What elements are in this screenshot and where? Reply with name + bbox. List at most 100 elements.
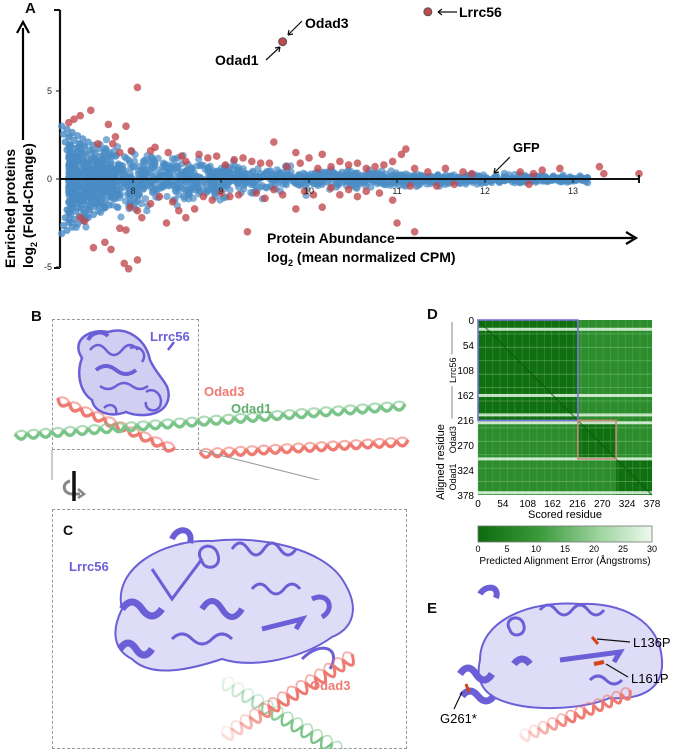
helix-turn-back (151, 436, 165, 444)
helix-turn-back (136, 420, 150, 426)
enriched-protein-point (318, 150, 327, 159)
enriched-protein-point (529, 169, 538, 178)
helix-turn (394, 439, 410, 448)
helix-turn (248, 710, 263, 724)
helix-turn-back (245, 445, 259, 451)
pae-high-error-row (478, 491, 652, 495)
enriched-protein-point (388, 196, 397, 204)
pae-block (616, 320, 652, 421)
helix-turn (537, 723, 550, 735)
enriched-protein-point (199, 192, 208, 201)
helix-turn (230, 722, 244, 736)
enriched-protein-point (353, 159, 362, 167)
enriched-protein-point (362, 164, 371, 173)
x-axis-label: Protein Abundance log2 (mean normalized … (267, 230, 639, 268)
helix-turn-back (104, 416, 118, 424)
mutation-site-g261 (464, 683, 471, 693)
pae-y-tick-label: 270 (457, 441, 474, 452)
protein-point (134, 196, 142, 204)
helix-turn-back (276, 691, 288, 700)
x-label-line1: Protein Abundance (267, 230, 395, 246)
helix-turn-back (162, 441, 176, 449)
helix-turn (304, 676, 318, 690)
protein-point (172, 188, 180, 196)
zoom-region-box (52, 319, 199, 450)
enriched-protein-point (410, 164, 419, 173)
protein-point (157, 178, 165, 187)
helix-turn-back (537, 720, 549, 728)
helix-turn-back (303, 441, 317, 447)
protein-point (102, 136, 111, 144)
helix-turn-back (282, 409, 296, 415)
helix-turn-back (528, 724, 539, 732)
y-label-line2: log2 (Fold-Change) (20, 143, 39, 268)
label-lrrc56-c: Lrrc56 (69, 559, 109, 574)
panel-letter-b: B (31, 308, 42, 325)
helix-turn (241, 690, 255, 704)
helix-turn-back (210, 447, 224, 453)
helix-turn-back (384, 437, 398, 443)
helix-turn-back (233, 412, 248, 418)
helix-turn-back (160, 418, 175, 424)
annotation-arrowhead-gfp (493, 167, 500, 174)
enriched-protein-point (208, 196, 217, 204)
helix-turn (147, 421, 163, 431)
enriched-protein-point (450, 180, 459, 189)
protein-point (72, 165, 80, 173)
complex-structure-b: Lrrc56 Odad3 Odad1 (13, 329, 410, 480)
enriched-protein-point (525, 180, 533, 189)
helix-turn (135, 422, 151, 432)
helix-turn (323, 665, 337, 679)
protein-point (161, 163, 169, 171)
helix-turn-back (280, 443, 294, 449)
helix-turn-back (564, 709, 576, 717)
enriched-protein-point (239, 154, 247, 162)
annotation-arrowhead-odad1 (274, 46, 281, 53)
helix-turn (233, 448, 248, 457)
helix-turn-back (223, 676, 235, 685)
protein-point (142, 166, 150, 174)
enriched-protein-point (204, 154, 212, 162)
protein-point (109, 187, 117, 195)
enriched-protein-point (371, 162, 379, 171)
protein-point (126, 195, 135, 203)
protein-point (82, 223, 90, 231)
enriched-protein-point (230, 155, 239, 164)
helix-turn (564, 712, 577, 724)
protein-point (131, 157, 139, 166)
protein-point (551, 174, 559, 182)
colorbar-tick-label: 25 (618, 544, 628, 554)
panel-letter-e: E (427, 600, 438, 617)
protein-point (103, 184, 112, 192)
helix-turn-back (270, 410, 284, 416)
helix-turn-back (233, 445, 247, 451)
protein-point (66, 162, 75, 170)
helix-turn-back (172, 417, 187, 423)
helix-turn (280, 713, 294, 727)
pae-high-error-row (478, 393, 652, 397)
helix-turn-back (221, 725, 232, 735)
helix-turn-back (245, 411, 260, 417)
pae-x-tick-label: 270 (594, 499, 611, 510)
helix-turn-back (81, 406, 95, 414)
enriched-protein-point (252, 189, 261, 197)
protein-point (163, 179, 171, 187)
protein-point (63, 206, 71, 214)
protein-point (318, 180, 326, 189)
x-tick-label: 9 (219, 186, 224, 196)
enriched-protein-point (300, 187, 309, 196)
protein-point (148, 154, 156, 162)
enriched-protein-point (190, 205, 199, 213)
helix-turn (159, 421, 176, 430)
protein-point (82, 171, 90, 179)
panel-c-frame (52, 509, 407, 749)
helix-turn (371, 440, 387, 449)
helix-turn (314, 443, 329, 453)
helix-turn-back (75, 425, 89, 431)
protein-point (61, 214, 69, 222)
enriched-protein-point (265, 159, 274, 167)
enriched-protein-point (89, 243, 98, 252)
pae-x-tick-label: 54 (497, 499, 509, 510)
enriched-protein-point (133, 206, 142, 215)
mutation-site-l161p (593, 660, 605, 666)
